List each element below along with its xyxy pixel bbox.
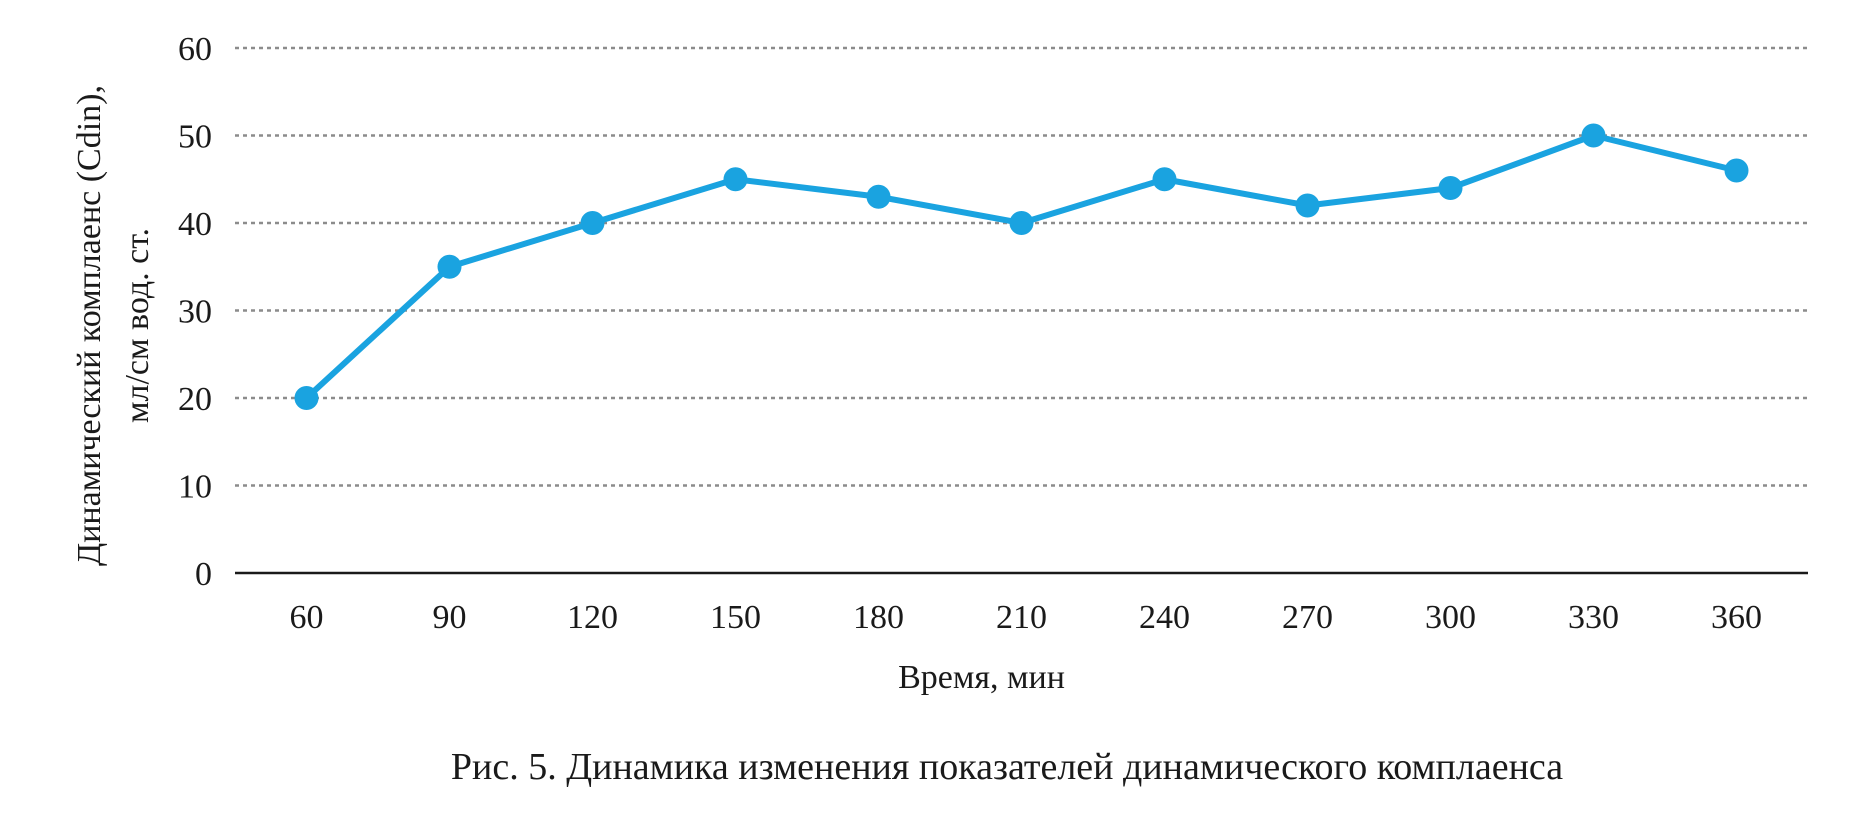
figure-caption: Рис. 5. Динамика изменения показателей д… xyxy=(450,746,1564,788)
y-axis-title-line1: Динамический комплаенс (Cdin), xyxy=(71,85,108,566)
x-axis-title: Время, мин xyxy=(898,659,1065,696)
grid-lines xyxy=(235,46,1808,487)
y-tick-label: 60 xyxy=(178,31,212,68)
y-tick-label: 0 xyxy=(195,556,212,593)
data-point xyxy=(1581,123,1606,148)
x-tick-label: 360 xyxy=(1711,599,1762,636)
x-tick-label: 270 xyxy=(1282,599,1333,636)
x-tick-label: 330 xyxy=(1568,599,1619,636)
x-tick-label: 300 xyxy=(1425,599,1476,636)
x-tick-label: 240 xyxy=(1139,599,1190,636)
x-tick-label: 90 xyxy=(433,599,467,636)
x-tick-label: 180 xyxy=(853,599,904,636)
data-point xyxy=(1295,193,1320,218)
y-axis-ticks: 0 10 20 30 40 50 60 xyxy=(178,31,212,593)
y-axis-title-line2: мл/см вод. ст. xyxy=(119,228,156,423)
data-point xyxy=(437,254,462,279)
y-tick-label: 10 xyxy=(178,469,212,506)
x-tick-label: 120 xyxy=(567,599,618,636)
x-tick-label: 60 xyxy=(290,599,324,636)
y-tick-label: 20 xyxy=(178,381,212,418)
y-tick-label: 50 xyxy=(178,119,212,156)
x-tick-label: 210 xyxy=(996,599,1047,636)
data-point xyxy=(1152,167,1177,192)
data-point xyxy=(580,211,605,235)
x-axis-ticks: 60 90 120 150 180 210 240 270 300 330 360 xyxy=(290,599,1763,636)
x-tick-label: 150 xyxy=(710,599,761,636)
data-point xyxy=(866,184,891,209)
series-line xyxy=(304,132,1738,401)
data-point xyxy=(1724,158,1749,183)
y-axis-title: Динамический комплаенс (Cdin), мл/см вод… xyxy=(71,85,156,566)
y-tick-label: 30 xyxy=(178,294,212,331)
data-points xyxy=(294,123,1749,410)
data-point xyxy=(1438,176,1463,200)
data-point xyxy=(1009,211,1034,235)
data-point xyxy=(723,167,748,192)
y-tick-label: 40 xyxy=(178,206,212,243)
data-point xyxy=(294,386,319,410)
